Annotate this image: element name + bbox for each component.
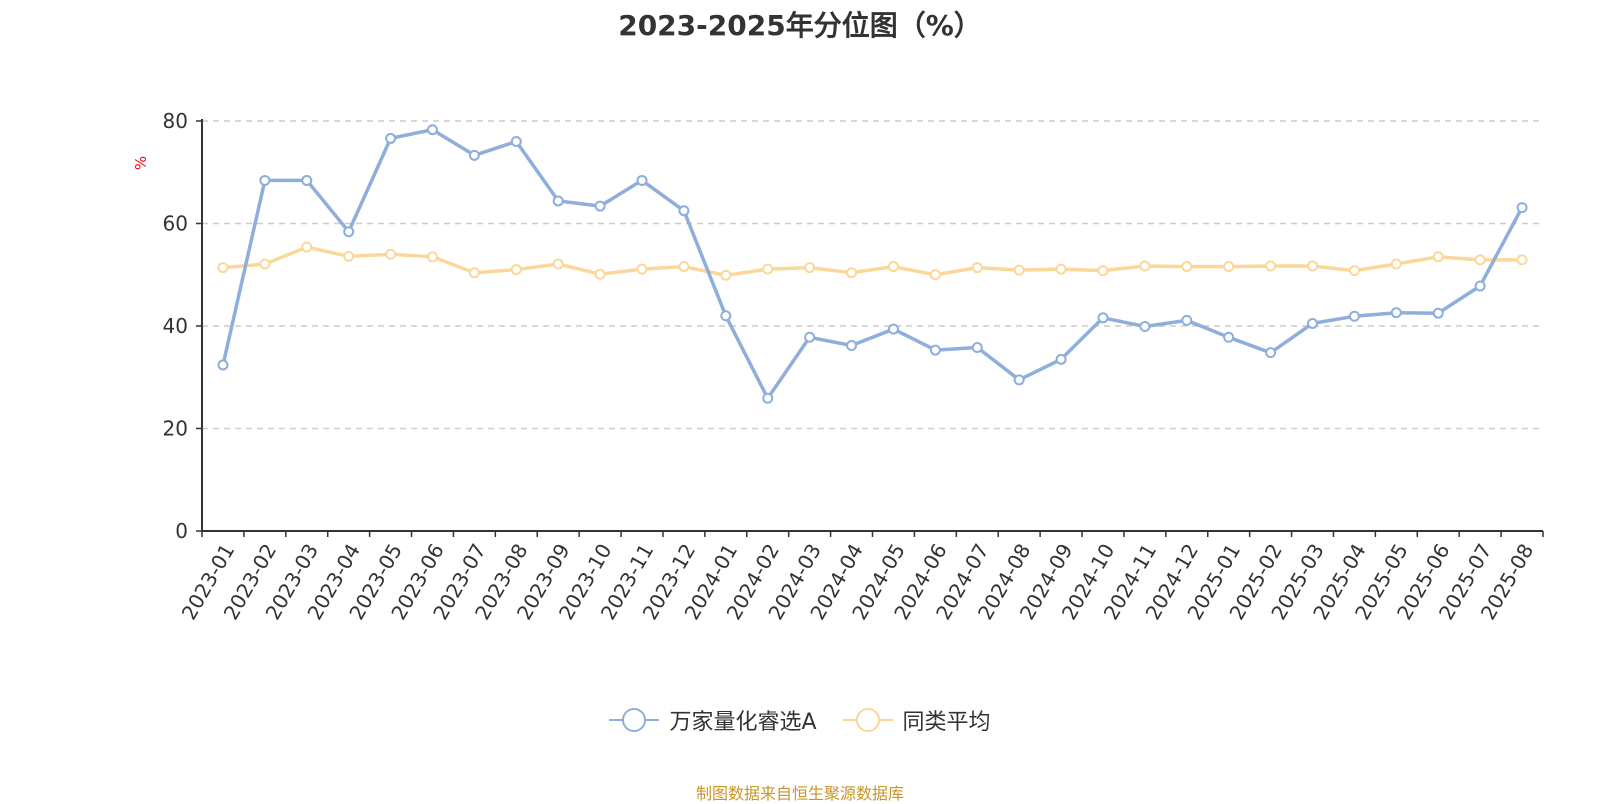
series-2-point[interactable] <box>1139 260 1151 272</box>
series-2-point[interactable] <box>971 262 983 274</box>
series-2-point[interactable] <box>1307 260 1319 272</box>
series-1-point[interactable] <box>426 124 438 136</box>
series-1-point[interactable] <box>1223 331 1235 343</box>
series-2-point[interactable] <box>929 269 941 281</box>
grid-lines <box>202 120 1543 430</box>
series-2-point[interactable] <box>1390 258 1402 270</box>
series-2-point[interactable] <box>468 267 480 279</box>
series-1-point[interactable] <box>343 226 355 238</box>
series-1-point[interactable] <box>217 359 229 371</box>
series-1-point[interactable] <box>1307 317 1319 329</box>
legend-swatch-series-2 <box>842 706 893 734</box>
legend-label-series-1: 万家量化睿选A <box>669 710 817 735</box>
series-2-point[interactable] <box>385 248 397 260</box>
series-1-point[interactable] <box>1181 314 1193 326</box>
series-1-point[interactable] <box>636 174 648 186</box>
legend-label-series-2: 同类平均 <box>902 710 991 735</box>
series-1-point[interactable] <box>971 342 983 354</box>
series-1-point[interactable] <box>594 200 606 212</box>
legend-item-series-2[interactable]: 同类平均 <box>842 704 991 736</box>
series-2-point[interactable] <box>1432 251 1444 263</box>
series-2-point[interactable] <box>259 258 271 270</box>
series-1-point[interactable] <box>468 149 480 161</box>
series-1-point[interactable] <box>804 331 816 343</box>
series-2-point[interactable] <box>552 258 564 270</box>
series-2-point[interactable] <box>301 241 313 253</box>
series-2-point[interactable] <box>1181 261 1193 273</box>
series-1-point[interactable] <box>1474 280 1486 292</box>
series-2-point[interactable] <box>804 262 816 274</box>
series-line-1 <box>221 127 1524 401</box>
legend: 万家量化睿选A 同类平均 <box>0 704 1600 736</box>
series-2-point[interactable] <box>762 263 774 275</box>
series-2-point[interactable] <box>1097 265 1109 277</box>
series-2-point[interactable] <box>510 264 522 276</box>
series-lines <box>221 127 1524 401</box>
series-2-point[interactable] <box>343 250 355 262</box>
series-1-point[interactable] <box>929 344 941 356</box>
y-tick-label: 40 <box>163 314 188 338</box>
series-2-point[interactable] <box>1055 263 1067 275</box>
series-1-point[interactable] <box>678 205 690 217</box>
series-1-point[interactable] <box>1390 307 1402 319</box>
series-1-point[interactable] <box>1265 347 1277 359</box>
series-2-point[interactable] <box>1265 260 1277 272</box>
series-1-point[interactable] <box>1139 321 1151 333</box>
series-1-point[interactable] <box>301 174 313 186</box>
y-tick-label: 20 <box>163 417 188 441</box>
y-tick-label: 80 <box>163 109 188 133</box>
series-2-point[interactable] <box>636 263 648 275</box>
series-1-point[interactable] <box>1013 374 1025 386</box>
series-2-point[interactable] <box>426 251 438 263</box>
tick-labels: 0204060802023-012023-022023-032023-04202… <box>132 109 1538 624</box>
y-tick-label: 60 <box>163 212 188 236</box>
series-1-point[interactable] <box>1097 312 1109 324</box>
series-1-point[interactable] <box>1055 353 1067 365</box>
y-axis-label: % <box>132 156 150 170</box>
series-1-point[interactable] <box>1432 307 1444 319</box>
series-2-point[interactable] <box>217 262 229 274</box>
y-tick-label: 0 <box>175 519 188 543</box>
series-2-point[interactable] <box>720 269 732 281</box>
series-2-point[interactable] <box>1474 254 1486 266</box>
series-2-point[interactable] <box>846 267 858 279</box>
series-2-point[interactable] <box>887 261 899 273</box>
series-1-point[interactable] <box>720 310 732 322</box>
series-1-point[interactable] <box>385 132 397 144</box>
series-1-point[interactable] <box>1516 202 1528 214</box>
axes <box>196 119 1544 537</box>
legend-item-series-1[interactable]: 万家量化睿选A <box>609 704 817 736</box>
series-line-2 <box>222 245 1522 278</box>
series-2-point[interactable] <box>1013 264 1025 276</box>
chart-title: 2023-2025年分位图（%） <box>618 9 982 42</box>
data-source-note: 制图数据来自恒生聚源数据库 <box>695 784 904 803</box>
series-1-point[interactable] <box>510 136 522 147</box>
series-1-point[interactable] <box>846 339 858 351</box>
series-2-point[interactable] <box>1223 261 1235 273</box>
series-2-point[interactable] <box>1348 265 1360 277</box>
series-1-point[interactable] <box>1348 310 1360 322</box>
series-1-point[interactable] <box>259 174 271 186</box>
series-1-point[interactable] <box>762 392 774 404</box>
series-1-point[interactable] <box>887 323 899 335</box>
series-points <box>217 124 1528 404</box>
series-2-point[interactable] <box>1516 254 1528 266</box>
legend-swatch-series-1 <box>609 706 660 734</box>
series-2-point[interactable] <box>678 261 690 273</box>
series-2-point[interactable] <box>594 268 606 280</box>
series-1-point[interactable] <box>552 195 564 207</box>
